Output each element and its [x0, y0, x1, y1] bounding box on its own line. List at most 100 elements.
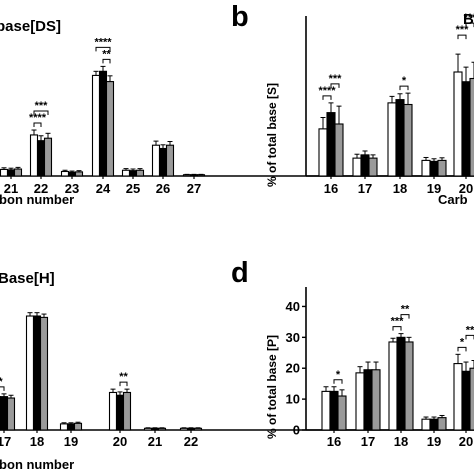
bar	[135, 169, 145, 177]
bar	[0, 396, 9, 431]
y-tick-label: 0	[293, 423, 300, 438]
bar	[429, 160, 439, 177]
bar	[461, 370, 471, 431]
bar	[395, 99, 405, 177]
significance-label: *	[460, 336, 465, 348]
x-tick-label: 20	[459, 181, 473, 196]
bar	[157, 427, 167, 431]
bar	[150, 427, 160, 431]
bar	[326, 112, 336, 177]
bar	[59, 423, 69, 431]
bar	[421, 418, 431, 431]
bar	[60, 170, 70, 177]
bar	[158, 147, 168, 177]
bar	[165, 144, 175, 177]
panel-c-xlabel: rbon number	[0, 457, 74, 472]
significance-bracket	[0, 386, 5, 391]
significance-bracket	[399, 85, 409, 91]
x-tick-label: 19	[427, 181, 441, 196]
significance-bracket	[95, 46, 111, 52]
x-tick-label: 24	[96, 181, 111, 196]
x-tick-label: 19	[64, 434, 78, 449]
significance-bracket	[400, 314, 410, 319]
panel-b-ylabel: % of total base [S]	[265, 83, 279, 187]
bar	[321, 390, 331, 431]
bar	[32, 315, 42, 431]
x-tick-label: 26	[156, 181, 170, 196]
bar	[0, 168, 9, 177]
bar	[421, 159, 431, 177]
significance-bracket	[102, 58, 111, 64]
bar	[437, 159, 447, 177]
bar	[334, 123, 344, 177]
bar	[186, 427, 196, 431]
bar	[143, 427, 153, 431]
significance-label: ***	[35, 100, 49, 112]
significance-bracket	[330, 83, 340, 88]
y-tick-label: 30	[286, 330, 300, 345]
significance-label: *	[402, 75, 407, 87]
x-tick-label: 23	[65, 181, 79, 196]
significance-label: **	[102, 48, 111, 60]
significance-bracket	[465, 334, 474, 340]
significance-bracket	[392, 326, 402, 331]
bar	[453, 71, 463, 177]
bar	[122, 391, 132, 431]
significance-bracket	[33, 122, 42, 128]
bar	[25, 315, 35, 431]
bar	[13, 168, 23, 177]
bar	[461, 81, 471, 177]
panel-a-xlabel: rbon number	[0, 192, 74, 207]
x-tick-label: 20	[113, 434, 127, 449]
y-tick-label: 40	[286, 299, 300, 314]
x-tick-label: 17	[361, 434, 375, 449]
bar	[179, 427, 189, 431]
significance-label: **	[119, 371, 128, 383]
x-tick-label: 22	[34, 181, 48, 196]
bar	[73, 422, 83, 431]
panel-b-title: B	[463, 11, 474, 28]
x-tick-label: 20	[459, 434, 473, 449]
bar	[189, 174, 199, 177]
significance-bracket	[457, 346, 467, 352]
x-tick-label: 21	[148, 434, 162, 449]
bar	[67, 171, 77, 177]
significance-label: ***	[464, 12, 474, 24]
x-tick-label: 18	[393, 181, 407, 196]
x-tick-label: 17	[358, 181, 372, 196]
bar	[469, 367, 474, 431]
significance-bracket	[322, 95, 332, 100]
bar	[115, 394, 125, 431]
bar	[128, 170, 138, 177]
bar	[396, 336, 406, 431]
bar	[352, 157, 362, 177]
x-tick-label: 16	[327, 434, 341, 449]
bar	[363, 369, 373, 431]
significance-label: ****	[94, 36, 112, 48]
bar	[182, 174, 192, 177]
bar	[121, 169, 131, 177]
significance-bracket	[457, 34, 467, 40]
bar	[6, 397, 16, 431]
bar	[66, 423, 76, 431]
bar	[329, 390, 339, 431]
y-tick-label: 10	[286, 392, 300, 407]
bar	[355, 372, 365, 431]
bar	[453, 363, 463, 431]
bar	[74, 171, 84, 177]
significance-bracket	[465, 22, 474, 28]
significance-label: ****	[29, 112, 47, 124]
bar	[36, 140, 46, 177]
significance-bracket	[33, 110, 49, 116]
bar	[403, 103, 413, 177]
significance-label: **	[401, 304, 410, 316]
bar	[39, 316, 49, 431]
bar	[368, 157, 378, 177]
bar	[6, 169, 16, 177]
bar	[91, 74, 101, 177]
x-tick-label: 18	[30, 434, 44, 449]
bar	[318, 128, 328, 177]
